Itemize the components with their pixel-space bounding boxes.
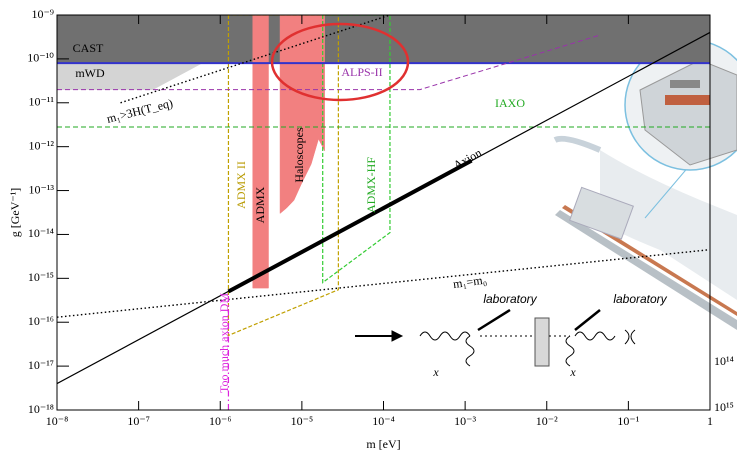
line-label: ALPS-II <box>341 65 382 79</box>
region-label: mWD <box>75 66 105 80</box>
y-tick-label: 10⁻¹⁴ <box>28 226 54 240</box>
x-axis-label: m [eV] <box>366 437 400 451</box>
x-tick-label: 10⁻¹ <box>617 414 639 428</box>
y-tick-label: 10⁻⁹ <box>31 7 54 21</box>
inset-label: 10¹⁵ <box>714 400 734 414</box>
y-tick-label: 10⁻¹⁸ <box>28 402 54 416</box>
inset-label: laboratory <box>613 292 667 306</box>
y-tick-label: 10⁻¹⁰ <box>27 51 54 65</box>
region-label: ADMX II <box>234 161 248 209</box>
inset-label: 10¹⁴ <box>714 354 734 368</box>
line-label: IAXO <box>495 96 525 110</box>
line-label: m₁>3H(T_eq) <box>105 96 174 126</box>
x-tick-label: 10⁻² <box>536 414 558 428</box>
line-label: Too much axion DM <box>217 293 231 393</box>
line-label: m₁=m₀ <box>452 272 487 291</box>
x-tick-label: 10⁻⁴ <box>372 414 395 428</box>
y-tick-label: 10⁻¹⁶ <box>28 314 54 328</box>
y-axis-label: g [GeV⁻¹] <box>8 188 22 238</box>
exclusion-region <box>280 15 325 214</box>
schematic <box>355 310 635 366</box>
region-label: Haloscopes <box>292 127 306 183</box>
y-tick-label: 10⁻¹³ <box>28 182 54 196</box>
y-tick-label: 10⁻¹⁷ <box>28 358 54 372</box>
page: {"chart_data": { "type": "exclusion", "x… <box>0 0 737 460</box>
x-tick-label: 10⁻⁸ <box>46 414 69 428</box>
x-tick-label: 10⁻³ <box>454 414 476 428</box>
y-tick-label: 10⁻¹⁵ <box>28 270 54 284</box>
y-tick-label: 10⁻¹¹ <box>28 95 54 109</box>
x-tick-label: 10⁻⁵ <box>291 414 314 428</box>
x-tick-label: 10⁻⁷ <box>127 414 150 428</box>
line-label: Axion <box>451 146 484 173</box>
x-tick-label: 10⁻⁶ <box>209 414 232 428</box>
region-label: ADMX <box>253 186 267 223</box>
region-label: CAST <box>73 41 104 55</box>
x-tick-label: 1 <box>707 414 713 428</box>
region-label: ADMX-HF <box>364 157 378 213</box>
y-tick-label: 10⁻¹² <box>28 138 54 152</box>
chart: 10⁻⁸ 10⁻⁷ 10⁻⁶ 10⁻⁵ 10⁻⁴ 10⁻³ 10⁻² 10⁻¹ 1 10⁻¹⁸ 10… <box>0 0 737 460</box>
inset-label: x <box>432 365 439 379</box>
limit-line <box>57 250 710 318</box>
inset-label: x <box>569 365 576 379</box>
inset-label: laboratory <box>483 292 537 306</box>
